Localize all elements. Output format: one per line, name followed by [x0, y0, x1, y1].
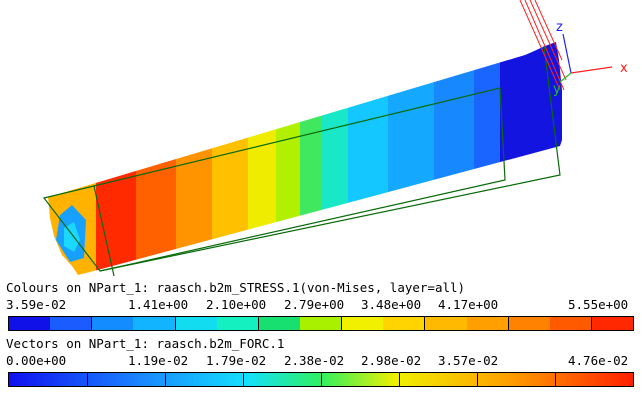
colour-band	[591, 317, 634, 330]
axis-triad: z x y	[553, 20, 628, 97]
colour-band	[508, 317, 550, 330]
vectors-tick: 3.57e-02	[438, 353, 499, 368]
model-viewport[interactable]: z x y	[0, 0, 642, 282]
colour-band	[175, 317, 217, 330]
colours-tick: 3.59e-02	[6, 297, 67, 312]
vectors-legend-bar	[8, 372, 634, 387]
colour-band	[342, 317, 384, 330]
vectors-tick: 1.19e-02	[128, 353, 189, 368]
vectors-tick: 1.79e-02	[206, 353, 267, 368]
colours-tick: 5.55e+00	[568, 297, 629, 312]
axis-label-z: z	[556, 20, 563, 35]
colour-band	[216, 317, 259, 330]
colour-band	[133, 317, 176, 330]
colours-tick: 4.17e+00	[438, 297, 499, 312]
axis-label-x: x	[620, 61, 628, 76]
colour-band	[50, 317, 93, 330]
force-vectors	[519, 0, 567, 91]
colours-tick: 1.41e+00	[128, 297, 189, 312]
vectors-tick: 2.98e-02	[361, 353, 422, 368]
colour-band	[258, 317, 300, 330]
colours-tick: 2.79e+00	[284, 297, 345, 312]
axis-label-y: y	[553, 82, 561, 97]
stress-contour-strip	[48, 42, 562, 275]
vectors-legend-ticks: 0.00e+00 1.19e-02 1.79e-02 2.38e-02 2.98…	[6, 354, 636, 368]
colour-band	[299, 317, 343, 330]
colour-band	[549, 317, 592, 330]
vectors-tick: 2.38e-02	[284, 353, 345, 368]
vectors-legend-title: Vectors on NPart_1: raasch.b2m_FORC.1	[6, 336, 285, 351]
colours-legend-ticks: 3.59e-02 1.41e+00 2.10e+00 2.79e+00 3.48…	[6, 298, 636, 312]
colours-legend-title: Colours on NPart_1: raasch.b2m_STRESS.1(…	[6, 280, 466, 295]
colour-band	[425, 317, 467, 330]
colour-band	[9, 317, 51, 330]
vectors-tick: 4.76e-02	[568, 353, 629, 368]
colours-legend-bar	[8, 316, 634, 331]
undeformed-outline	[42, 45, 561, 277]
vectors-tick: 0.00e+00	[6, 353, 67, 368]
colour-band	[92, 317, 134, 330]
colour-band	[383, 317, 426, 330]
colours-tick: 3.48e+00	[361, 297, 422, 312]
colour-band	[466, 317, 509, 330]
colours-tick: 2.10e+00	[206, 297, 267, 312]
